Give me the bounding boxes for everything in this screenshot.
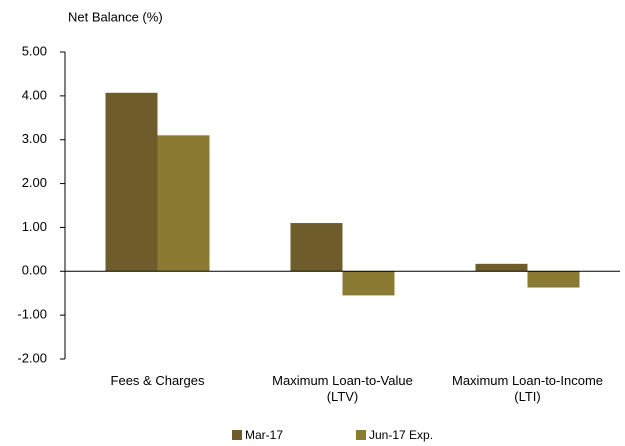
y-tick-label: 4.00 [22,87,47,102]
y-tick-label: 5.00 [22,43,47,58]
legend-label: Jun-17 Exp. [369,428,434,442]
bar [105,92,158,272]
x-tick-label: Maximum Loan-to-Income (LTI) [452,373,603,404]
bar [475,263,528,272]
legend-swatch [232,430,242,440]
y-tick-label: 3.00 [22,131,47,146]
y-tick-label: 1.00 [22,219,47,234]
y-tick-label: 2.00 [22,175,47,190]
y-tick-label: -2.00 [17,350,47,365]
legend-item: Jun-17 Exp. [356,428,433,442]
bar [157,135,210,272]
x-tick-label: Fees & Charges [110,373,205,388]
legend-swatch [356,430,366,440]
y-tick-label: -1.00 [17,307,47,322]
y-axis-label: Net Balance (%) [68,9,163,24]
legend-label: Mar-17 [245,428,284,442]
bar [342,271,395,296]
y-tick-label: 0.00 [22,263,47,278]
bar [527,271,580,288]
legend-item: Mar-17 [232,428,283,442]
bar [290,223,343,272]
x-tick-label: Maximum Loan-to-Value (LTV) [272,373,413,404]
